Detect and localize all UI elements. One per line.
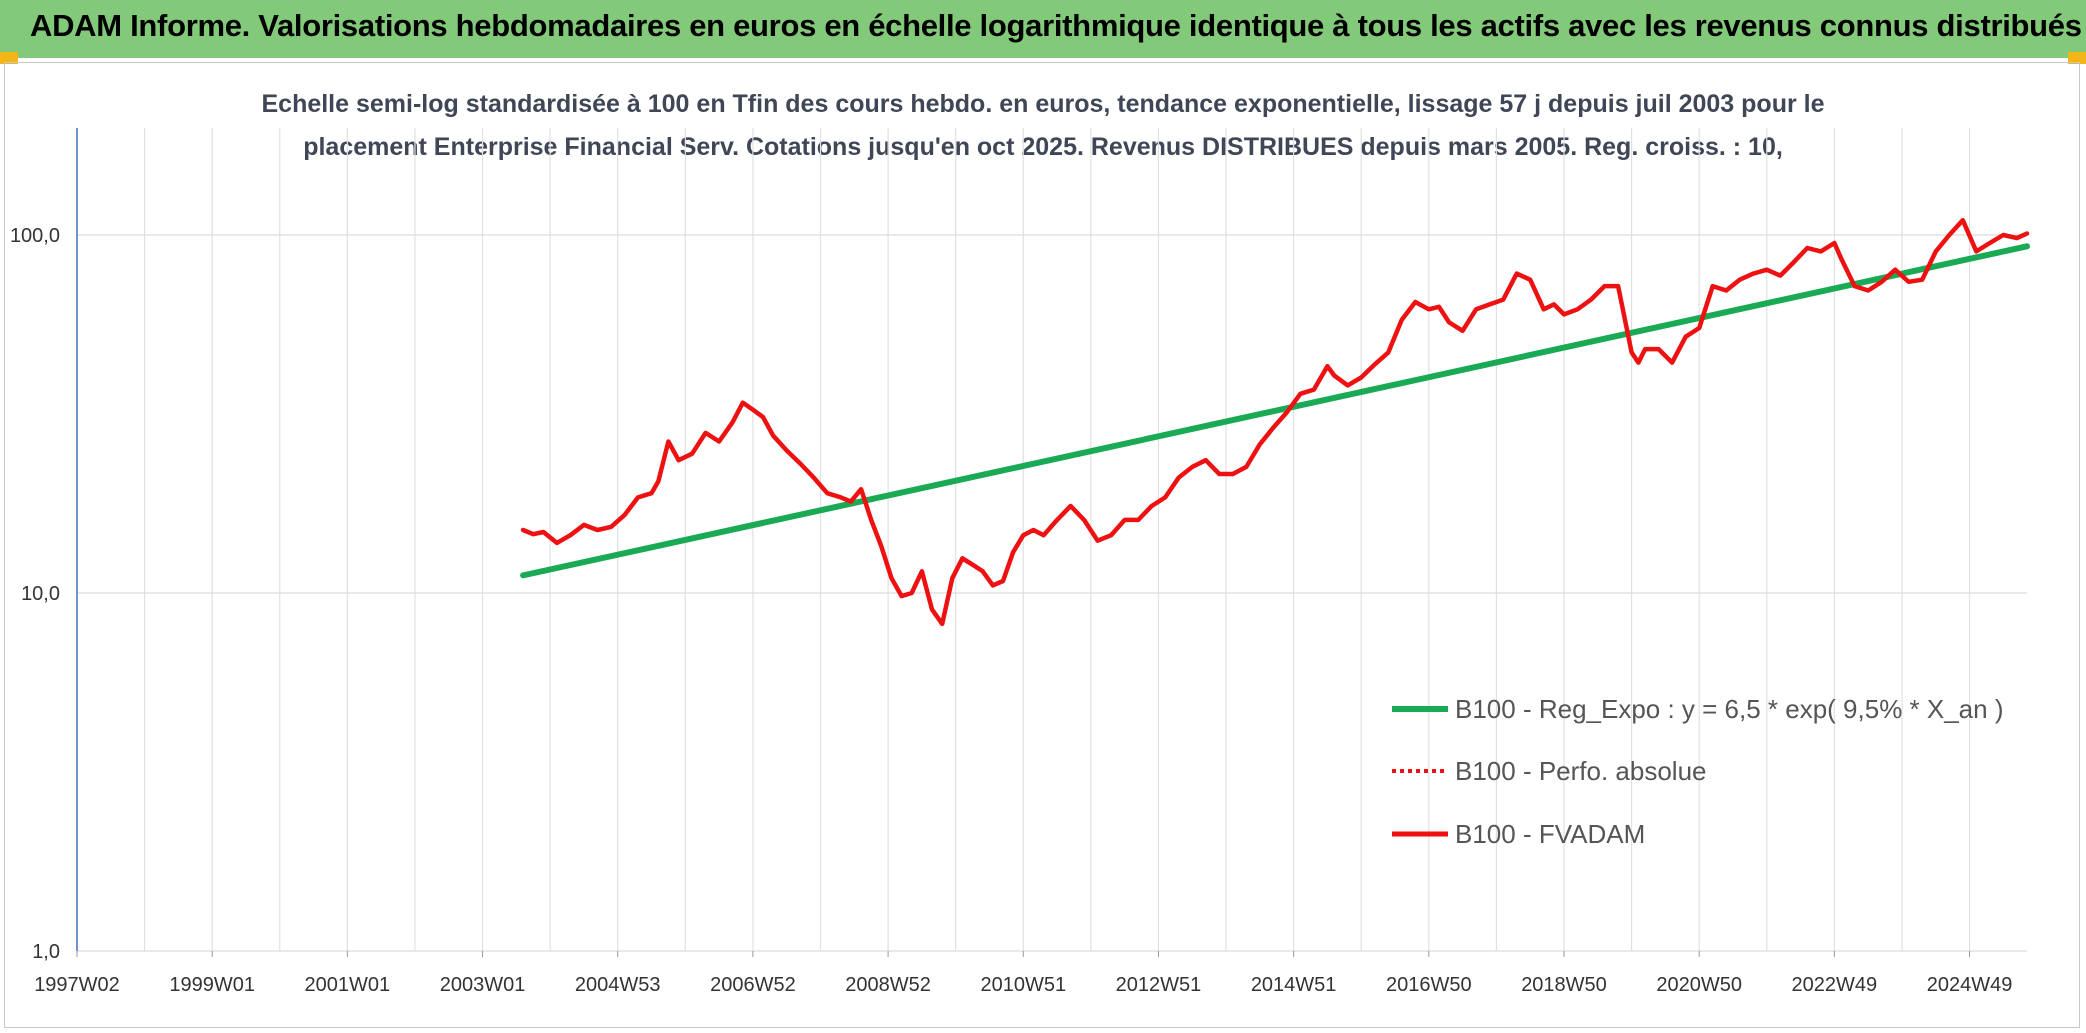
trend-line [520, 243, 2030, 579]
fvadam-line [520, 217, 2030, 627]
x-tick-label: 1997W02 [34, 974, 120, 996]
legend: B100 - Reg_Expo : y = 6,5 * exp( 9,5% * … [1392, 694, 2004, 849]
chart-frame [4, 62, 2080, 1028]
report-banner: ADAM Informe. Valorisations hebdomadaire… [0, 0, 2086, 58]
x-tick-label: 2010W51 [980, 974, 1066, 996]
x-tick-label: 2018W50 [1521, 974, 1607, 996]
x-tick-label: 2014W51 [1251, 974, 1337, 996]
chart-title-line-1: Echelle semi-log standardisée à 100 en T… [261, 90, 1825, 118]
series-group [520, 217, 2030, 627]
x-tick-label: 2024W49 [1927, 974, 2013, 996]
x-tick-label: 2003W01 [440, 974, 526, 996]
gridlines [76, 128, 2027, 952]
y-tick-labels: 100,0 10,0 1,0 [10, 225, 60, 963]
y-tick-label: 1,0 [32, 941, 60, 963]
y-tick-label: 100,0 [10, 225, 60, 247]
corner-marker-right [2068, 52, 2086, 64]
legend-label-perfo: B100 - Perfo. absolue [1455, 756, 1707, 786]
x-tick-labels: 1997W02 1999W01 2001W01 2003W01 2004W53 2006W… [34, 951, 2012, 996]
y-tick-label: 10,0 [21, 583, 60, 605]
report-title: ADAM Informe. Valorisations hebdomadaire… [30, 8, 2082, 43]
x-tick-label: 2006W52 [710, 974, 796, 996]
legend-label-trend: B100 - Reg_Expo : y = 6,5 * exp( 9,5% * … [1455, 694, 2004, 724]
x-tick-label: 2016W50 [1386, 974, 1472, 996]
corner-marker-left [0, 52, 18, 64]
x-tick-label: 2008W52 [845, 974, 931, 996]
x-tick-label: 2020W50 [1656, 974, 1742, 996]
x-tick-label: 2001W01 [305, 974, 391, 996]
legend-label-fvadam: B100 - FVADAM [1455, 819, 1645, 849]
x-tick-label: 1999W01 [169, 974, 255, 996]
x-tick-label: 2022W49 [1792, 974, 1878, 996]
x-tick-label: 2012W51 [1116, 974, 1202, 996]
x-tick-label: 2004W53 [575, 974, 661, 996]
